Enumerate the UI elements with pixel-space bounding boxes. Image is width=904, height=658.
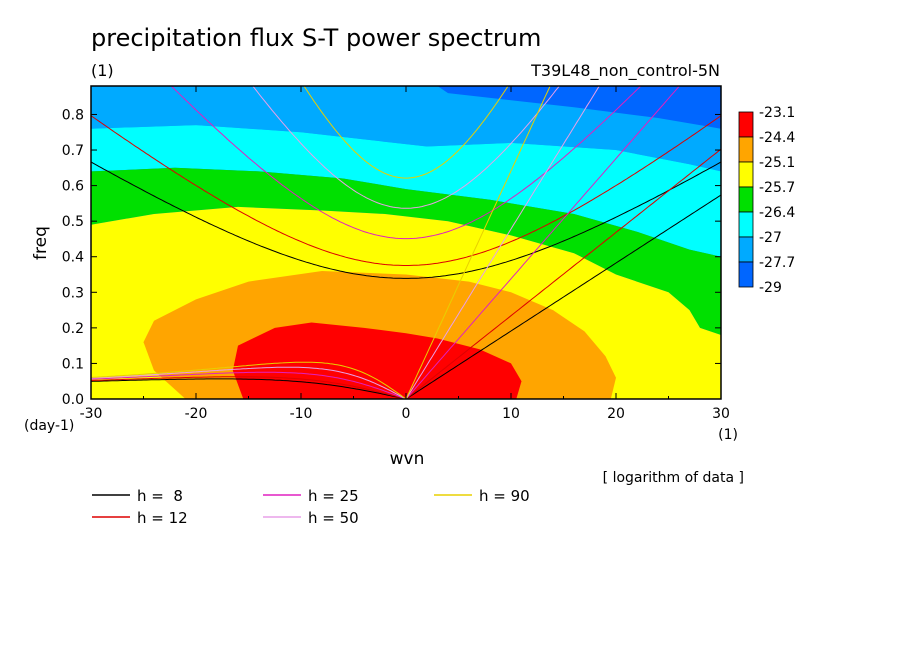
legend-label-h12: h = 12	[137, 509, 188, 527]
colorbar-swatch	[738, 136, 754, 163]
axes: -30 -20 -10 0 10 20 30 0.0 0.1 0.2 0.3 0.4 0.5 0.6 0.7…	[62, 86, 730, 422]
curve-h50-kelvin	[405, 86, 600, 399]
legend-label-h8: h = 8	[137, 487, 183, 505]
colorbar-swatch	[738, 111, 754, 138]
y-tick-label: 0.6	[62, 179, 84, 195]
colorbar-swatch	[738, 211, 754, 238]
colorbar-swatch	[738, 161, 754, 188]
y-tick-label: 0.5	[62, 214, 84, 230]
curve-h90-ig	[303, 86, 509, 179]
colorbar-swatch	[738, 261, 754, 288]
legend-label-h25: h = 25	[308, 487, 359, 505]
x-tick-label: 20	[607, 406, 625, 422]
colorbar-label: -23.1	[759, 105, 795, 121]
colorbar-label: -25.1	[759, 155, 795, 171]
x-tick-label: 0	[402, 406, 411, 422]
y-tick-label: 0.7	[62, 143, 84, 159]
curve-h8-ig	[91, 161, 721, 279]
curve-h90-kelvin	[405, 86, 551, 399]
curve-h50-ig	[252, 86, 560, 209]
colorbar-label: -27	[759, 230, 782, 246]
curve-h8-er	[91, 378, 407, 399]
chart-subtitle-right: T39L48_non_control-5N	[530, 61, 720, 81]
y-tick-label: 0.0	[62, 392, 84, 408]
x-tick-label: 30	[712, 406, 730, 422]
colorbar: -23.1 -24.4 -25.1 -25.7 -26.4 -27 -27.7 -29	[738, 105, 795, 296]
curve-h8-kelvin	[405, 194, 721, 399]
y-unit-label: (day-1)	[24, 418, 74, 434]
curve-h12-kelvin	[405, 148, 721, 399]
y-tick-label: 0.4	[62, 250, 84, 266]
y-tick-label: 0.8	[62, 107, 84, 123]
chart-subtitle-left: (1)	[91, 61, 114, 80]
curve-h50-er	[91, 366, 407, 399]
log-note: [ logarithm of data ]	[603, 470, 744, 486]
x-tick-label: -30	[80, 406, 103, 422]
x-tick-label: -20	[185, 406, 208, 422]
x-axis-label: wvn	[390, 449, 425, 469]
colorbar-label: -29	[759, 280, 782, 296]
curve-h25-ig	[170, 86, 642, 240]
y-axis-label: freq	[31, 226, 51, 260]
legend-label-h90: h = 90	[479, 487, 530, 505]
colorbar-label: -27.7	[759, 255, 795, 271]
y-tick-label: 0.2	[62, 321, 84, 337]
colorbar-label: -26.4	[759, 205, 795, 221]
dispersion-curve-layer	[91, 86, 721, 399]
colorbar-label: -24.4	[759, 130, 795, 146]
legend-label-h50: h = 50	[308, 509, 359, 527]
colorbar-swatch	[738, 186, 754, 213]
contour-region-3	[91, 167, 721, 335]
contour-region-6	[232, 322, 522, 399]
y-tick-label: 0.1	[62, 356, 84, 372]
curve-h12-ig	[91, 115, 721, 266]
colorbar-swatch	[738, 236, 754, 263]
curve-h90-er	[91, 361, 407, 399]
y-tick-label: 0.3	[62, 285, 84, 301]
x-unit-label: (1)	[718, 427, 738, 443]
contour-fill-layer	[91, 86, 721, 399]
legend: h = 8 h = 12 h = 25 h = 50 h = 90	[92, 487, 530, 527]
x-tick-label: 10	[502, 406, 520, 422]
chart-title: precipitation flux S-T power spectrum	[91, 24, 541, 52]
contour-region-0	[437, 86, 721, 129]
x-tick-label: -10	[290, 406, 313, 422]
contour-region-1	[91, 86, 721, 172]
curve-h12-er	[91, 376, 407, 399]
colorbar-label: -25.7	[759, 180, 795, 196]
curve-h25-er	[91, 371, 407, 399]
curve-h25-kelvin	[405, 86, 681, 399]
